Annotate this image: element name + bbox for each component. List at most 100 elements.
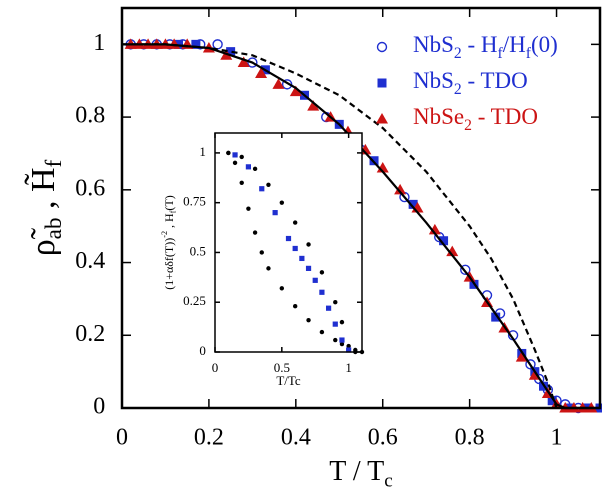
point xyxy=(439,236,449,246)
y-tick-label: 0.2 xyxy=(75,321,105,347)
x-tick-label: 0 xyxy=(116,425,128,451)
label-part: T / T xyxy=(329,456,384,487)
point xyxy=(339,337,345,343)
x-axis-label: T / Tc xyxy=(329,456,392,491)
point xyxy=(312,277,318,283)
legend-label: NbSe2 - TDO xyxy=(413,104,538,133)
label-part: - TDO xyxy=(462,68,528,93)
point xyxy=(289,85,302,97)
x-tick-label: 1 xyxy=(551,425,563,451)
point xyxy=(279,286,285,291)
legend-marker xyxy=(376,41,388,53)
label-part: (0) xyxy=(531,32,558,57)
label-part: f xyxy=(498,44,504,61)
label-part: ab xyxy=(42,217,68,239)
label-part: - H xyxy=(462,32,498,57)
point xyxy=(325,305,332,311)
x-tick-label: 0 xyxy=(212,360,219,375)
point xyxy=(239,154,244,160)
label-part: c xyxy=(384,471,392,492)
x-tick-label: 0.4 xyxy=(281,425,311,451)
y-tick-label: 0.75 xyxy=(183,194,206,209)
x-tick-label: 0.6 xyxy=(368,425,398,451)
x-axis-label: T/Tc xyxy=(276,373,301,388)
point xyxy=(285,235,292,242)
y-tick-label: 0.25 xyxy=(183,293,206,308)
label-part: NbS xyxy=(413,68,454,93)
point xyxy=(339,341,345,347)
point xyxy=(292,245,298,252)
point xyxy=(339,319,345,325)
label-part: NbS xyxy=(413,32,454,57)
point xyxy=(306,317,311,323)
point xyxy=(252,166,258,172)
legend-marker xyxy=(376,113,388,124)
y-axis-label: (1+αδf(T))-2 , Hf(T) xyxy=(160,195,177,290)
label-part: f xyxy=(526,44,532,61)
point xyxy=(333,337,338,343)
point xyxy=(333,300,338,305)
point xyxy=(279,200,285,205)
point xyxy=(272,210,278,216)
label-part: -2 xyxy=(160,231,169,238)
point xyxy=(299,255,305,262)
point xyxy=(246,206,251,211)
point xyxy=(237,56,250,68)
point xyxy=(239,180,244,185)
label-part: f xyxy=(168,210,177,213)
point xyxy=(332,321,338,327)
label-part: 2 xyxy=(454,80,462,97)
point xyxy=(446,245,459,257)
curve xyxy=(122,43,558,409)
label-part: /H xyxy=(503,32,526,57)
point xyxy=(255,67,268,78)
point xyxy=(319,329,325,335)
point xyxy=(394,183,407,195)
point xyxy=(319,289,325,295)
y-axis-label: ρ̃ab , H̃f xyxy=(23,159,67,256)
label-part: , H xyxy=(162,213,176,231)
point xyxy=(266,182,271,187)
point xyxy=(245,164,252,170)
y-tick-label: 1 xyxy=(199,144,206,159)
y-tick-label: 0.5 xyxy=(190,243,206,258)
legend-marker xyxy=(377,78,387,88)
point xyxy=(346,347,352,353)
point xyxy=(319,270,325,275)
plot-frame xyxy=(120,6,602,410)
label-part: - TDO xyxy=(472,104,538,129)
point xyxy=(515,351,528,362)
x-tick-label: 0.5 xyxy=(274,360,290,375)
point xyxy=(547,396,557,406)
point xyxy=(259,250,264,255)
label-part: T/Tc xyxy=(276,373,301,388)
label-part: (T) xyxy=(162,195,176,210)
point xyxy=(307,100,320,111)
x-tick-label: 1 xyxy=(345,360,352,375)
y-tick-label: 0.4 xyxy=(75,248,105,274)
legend-label: NbS2 - Hf/Hf(0) xyxy=(413,32,558,61)
label-part: (1+αδf(T)) xyxy=(162,238,176,290)
point xyxy=(306,242,311,247)
y-tick-label: 0.6 xyxy=(75,175,105,201)
point xyxy=(252,230,258,235)
point xyxy=(226,150,231,156)
point xyxy=(292,304,298,309)
point xyxy=(428,223,441,235)
y-tick-label: 0.8 xyxy=(75,103,105,129)
y-tick-label: 1 xyxy=(93,30,105,56)
label-part: 2 xyxy=(454,44,462,61)
point xyxy=(346,343,351,349)
point xyxy=(232,152,238,158)
point xyxy=(292,220,298,225)
point xyxy=(259,186,265,192)
y-tick-label: 0 xyxy=(93,394,105,420)
y-tick-label: 0 xyxy=(199,343,206,358)
point xyxy=(191,39,201,49)
label-part: , H̃ xyxy=(23,167,62,217)
label-part: 2 xyxy=(464,116,472,133)
point xyxy=(491,312,501,322)
x-tick-label: 0.2 xyxy=(194,425,224,451)
point xyxy=(226,47,236,57)
